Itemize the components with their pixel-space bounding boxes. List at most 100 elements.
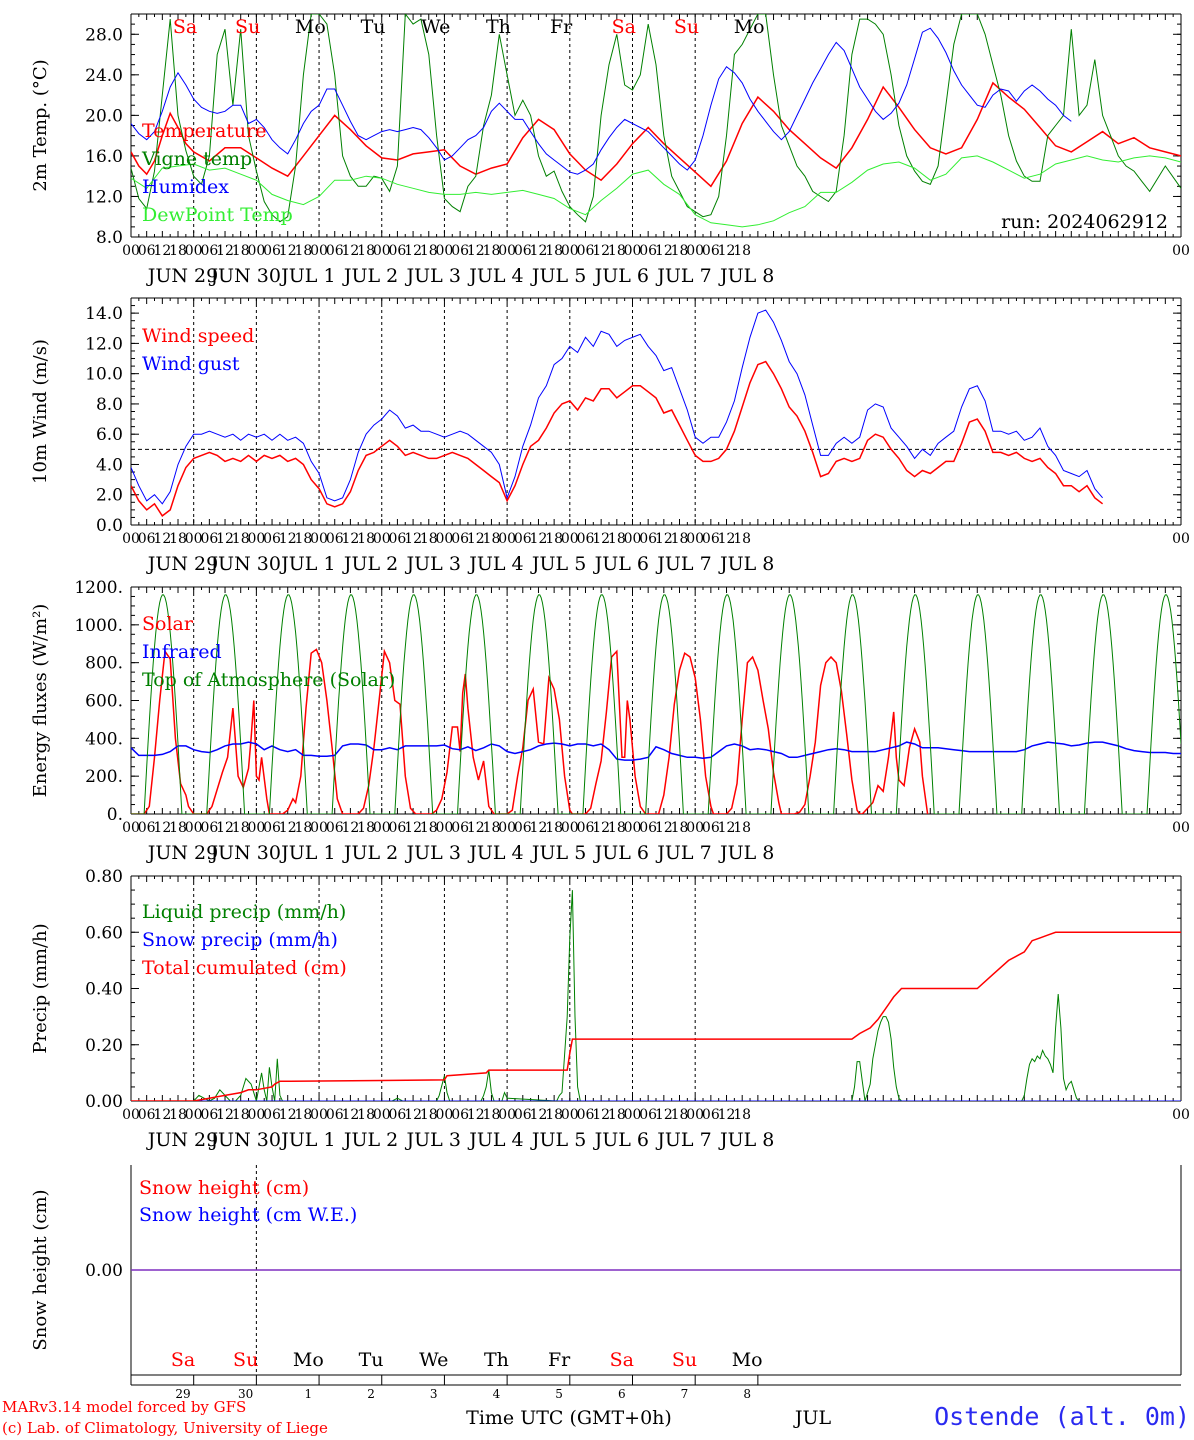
x-tick-label: 18 — [357, 820, 375, 836]
weekday-label-bottom: Su — [233, 1349, 258, 1371]
y-axis-title: Precip (mm/h) — [30, 923, 51, 1053]
x-tick-label: 00 — [1172, 1107, 1190, 1123]
date-label: JUL 8 — [718, 553, 774, 575]
x-tick-label: 18 — [294, 531, 312, 547]
x-tick-label: 12 — [153, 531, 171, 547]
x-tick-label: 18 — [733, 243, 751, 259]
x-tick-label: 12 — [655, 531, 673, 547]
x-tick-label: 12 — [592, 820, 610, 836]
x-tick-label: 00 — [624, 531, 642, 547]
x-tick-label: 06 — [263, 1107, 281, 1123]
x-tick-label: 06 — [451, 820, 469, 836]
x-tick-label: 00 — [561, 243, 579, 259]
x-tick-label: 06 — [200, 243, 218, 259]
x-tick-label: 12 — [153, 1107, 171, 1123]
x-tick-label: 12 — [592, 243, 610, 259]
series-line — [131, 648, 929, 814]
date-label: JUN 29 — [146, 553, 218, 575]
y-tick-label: 8.0 — [96, 228, 123, 248]
weekday-label: Tu — [361, 16, 386, 38]
date-label: JUL 3 — [405, 842, 461, 864]
x-tick-label: 00 — [247, 531, 265, 547]
x-tick-label: 12 — [341, 531, 359, 547]
date-label: JUL 3 — [405, 1129, 461, 1151]
date-label: JUL 5 — [530, 842, 586, 864]
x-tick-label: 00 — [185, 1107, 203, 1123]
y-tick-label: 2.0 — [96, 486, 123, 506]
x-tick-label: 06 — [389, 820, 407, 836]
series-line — [131, 81, 1181, 188]
x-tick-label: 06 — [639, 531, 657, 547]
weekday-label: Su — [235, 16, 260, 38]
weekday-label: Su — [674, 16, 699, 38]
weekday-label: We — [421, 16, 450, 38]
x-tick-label: 18 — [545, 1107, 563, 1123]
x-tick-label: 00 — [122, 531, 140, 547]
x-tick-label: 18 — [608, 243, 626, 259]
day-number: 7 — [681, 1387, 689, 1401]
y-tick-label: 600. — [85, 692, 123, 712]
x-tick-label: 06 — [263, 243, 281, 259]
x-tick-label: 00 — [436, 531, 454, 547]
date-label: JUL 2 — [342, 265, 398, 287]
date-label: JUL 5 — [530, 1129, 586, 1151]
date-label: JUN 30 — [208, 842, 280, 864]
x-tick-label: 18 — [420, 1107, 438, 1123]
x-tick-label: 18 — [357, 531, 375, 547]
x-tick-label: 18 — [608, 820, 626, 836]
x-tick-label: 18 — [232, 243, 250, 259]
weekday-label: Mo — [295, 16, 326, 38]
x-tick-label: 18 — [545, 243, 563, 259]
y-tick-label: 6.0 — [96, 425, 123, 445]
y-tick-label: 14.0 — [85, 304, 123, 324]
x-tick-label: 00 — [247, 243, 265, 259]
x-tick-label: 12 — [279, 531, 297, 547]
time-axis-label: Time UTC (GMT+0h) — [466, 1407, 672, 1429]
legend-entry: Top of Atmosphere (Solar) — [142, 669, 395, 691]
x-tick-label: 12 — [718, 243, 736, 259]
x-tick-label: 18 — [232, 1107, 250, 1123]
x-tick-label: 18 — [169, 243, 187, 259]
date-label: JUN 30 — [208, 553, 280, 575]
x-tick-label: 00 — [686, 243, 704, 259]
y-tick-label: 0.00 — [85, 1261, 123, 1281]
x-tick-label: 12 — [655, 1107, 673, 1123]
panel-energy: 0. 200. 400. 600. 800. 1000. 1200. Energy fluxe… — [30, 578, 1190, 864]
date-label: JUL 2 — [342, 842, 398, 864]
weekday-label: Th — [486, 16, 511, 38]
date-label: JUL 8 — [718, 265, 774, 287]
y-tick-label: 800. — [85, 654, 123, 674]
x-tick-label: 00 — [624, 243, 642, 259]
weekday-label-bottom: Sa — [610, 1349, 634, 1371]
x-tick-label: 06 — [326, 1107, 344, 1123]
weekday-label-bottom: Fr — [548, 1349, 571, 1371]
x-tick-label: 06 — [639, 820, 657, 836]
x-tick-label: 12 — [279, 243, 297, 259]
x-tick-label: 12 — [530, 1107, 548, 1123]
x-tick-label: 00 — [185, 531, 203, 547]
y-tick-label: 0. — [107, 805, 123, 825]
x-tick-label: 12 — [718, 1107, 736, 1123]
y-tick-label: 8.0 — [96, 395, 123, 415]
y-axis-title: Energy fluxes (W/m²) — [30, 604, 51, 798]
x-tick-label: 06 — [702, 820, 720, 836]
x-tick-label: 18 — [232, 820, 250, 836]
x-tick-label: 06 — [514, 820, 532, 836]
x-tick-label: 06 — [451, 1107, 469, 1123]
x-tick-label: 00 — [624, 1107, 642, 1123]
x-tick-label: 18 — [671, 820, 689, 836]
legend-entry: Snow height (cm) — [139, 1177, 309, 1199]
x-tick-label: 18 — [357, 243, 375, 259]
series-line — [131, 594, 1181, 814]
x-tick-label: 12 — [341, 243, 359, 259]
x-tick-label: 18 — [733, 531, 751, 547]
x-tick-label: 12 — [467, 531, 485, 547]
weekday-label-bottom: Th — [484, 1349, 509, 1371]
date-label: JUL 4 — [467, 553, 523, 575]
x-tick-label: 06 — [702, 1107, 720, 1123]
date-label: JUL 2 — [342, 1129, 398, 1151]
x-tick-label: 06 — [263, 820, 281, 836]
x-tick-label: 12 — [655, 243, 673, 259]
weekday-label: Mo — [734, 16, 765, 38]
legend-entry: Wind gust — [142, 353, 240, 375]
